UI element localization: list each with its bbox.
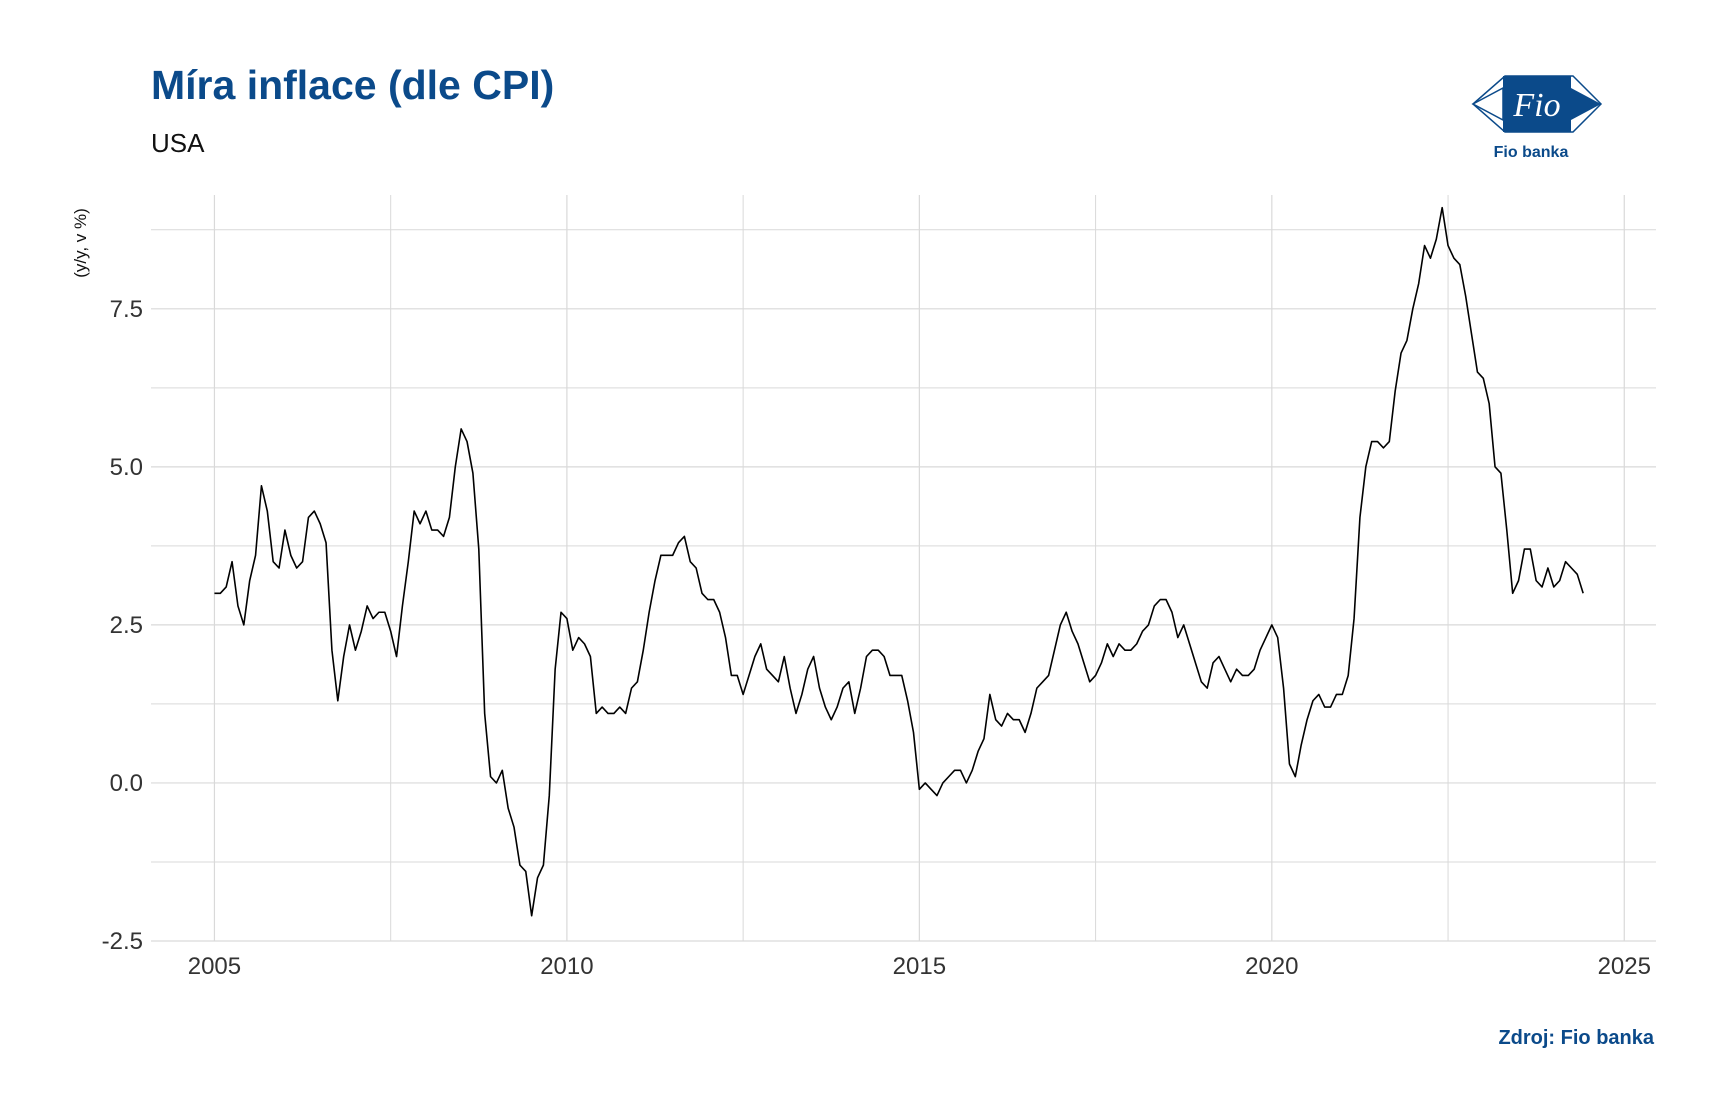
y-tick-label: -2.5 <box>102 928 143 955</box>
y-tick-label: 5.0 <box>110 454 143 481</box>
x-tick-label: 2015 <box>893 953 946 980</box>
fio-logo-icon: Fio <box>1471 75 1603 133</box>
chart-title: Míra inflace (dle CPI) <box>151 62 555 108</box>
y-tick-label: 2.5 <box>110 612 143 639</box>
x-tick-label: 2010 <box>540 953 593 980</box>
axis-tick-labels: -2.5 0.0 2.5 5.0 7.5 2005 2010 2015 2020 2025 <box>102 296 1651 980</box>
x-tick-label: 2025 <box>1598 953 1651 980</box>
x-tick-label: 2005 <box>188 953 241 980</box>
chart-subtitle: USA <box>151 128 205 158</box>
y-tick-label: 0.0 <box>110 770 143 797</box>
grid-lines <box>151 195 1656 942</box>
source-note: Zdroj: Fio banka <box>1498 1027 1654 1049</box>
logo-caption: Fio banka <box>1493 144 1569 161</box>
x-tick-label: 2020 <box>1245 953 1298 980</box>
y-tick-label: 7.5 <box>110 296 143 323</box>
logo-mark-text: Fio <box>1512 87 1560 124</box>
inflation-series-line <box>214 206 1584 917</box>
y-axis-label: (y/y, v %) <box>71 208 90 278</box>
